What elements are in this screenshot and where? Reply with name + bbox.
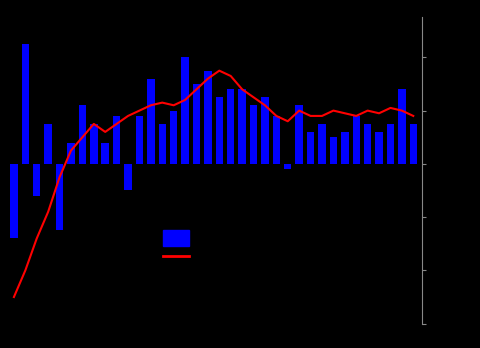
Bar	[387, 124, 394, 164]
Bar	[273, 116, 280, 164]
Bar	[45, 124, 52, 164]
Bar	[307, 132, 314, 164]
Bar	[170, 111, 178, 164]
Bar	[284, 164, 291, 169]
Bar	[101, 143, 109, 164]
Bar	[239, 89, 246, 164]
Bar	[136, 116, 143, 164]
Bar	[67, 143, 75, 164]
Bar	[364, 124, 372, 164]
Bar	[375, 132, 383, 164]
Bar	[216, 97, 223, 164]
Bar	[164, 230, 189, 246]
Bar	[409, 124, 417, 164]
Bar	[318, 124, 326, 164]
Bar	[147, 79, 155, 164]
Bar	[352, 116, 360, 164]
Bar	[33, 164, 40, 196]
Bar	[398, 89, 406, 164]
Bar	[22, 44, 29, 164]
Bar	[158, 124, 166, 164]
Bar	[90, 124, 97, 164]
Bar	[341, 132, 348, 164]
Bar	[79, 105, 86, 164]
Bar	[56, 164, 63, 230]
Bar	[261, 97, 269, 164]
Bar	[113, 116, 120, 164]
Bar	[227, 89, 234, 164]
Bar	[204, 71, 212, 164]
Bar	[330, 137, 337, 164]
Bar	[250, 105, 257, 164]
Bar	[124, 164, 132, 190]
Bar	[296, 105, 303, 164]
Bar	[181, 57, 189, 164]
Bar	[193, 84, 200, 164]
Bar	[10, 164, 18, 238]
